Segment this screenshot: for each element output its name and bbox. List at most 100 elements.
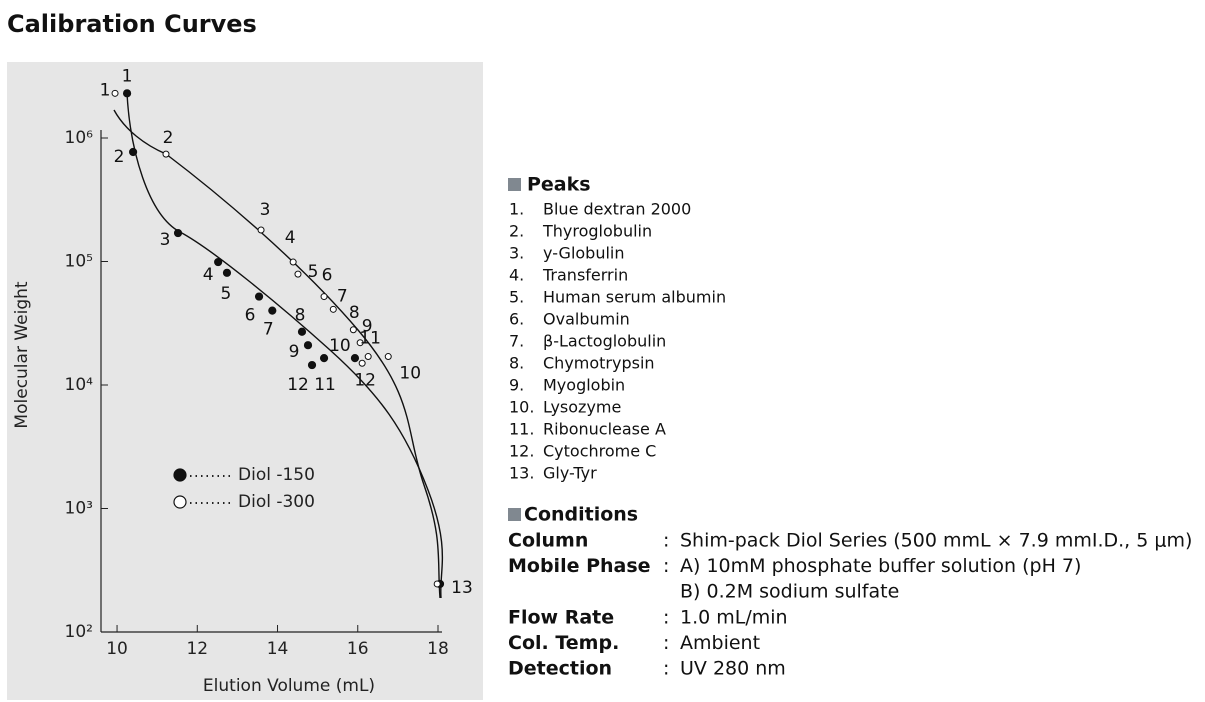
- condition-value: Shim-pack Diol Series (500 mmL × 7.9 mmI…: [680, 530, 1192, 552]
- peak-name: Blue dextran 2000: [543, 200, 691, 219]
- page-title: Calibration Curves: [7, 10, 257, 38]
- peak-name: Ovalbumin: [543, 310, 630, 329]
- point-label: 13: [451, 578, 473, 598]
- condition-separator: :: [663, 606, 669, 628]
- point-label: 10: [399, 364, 421, 384]
- x-tick-label: 14: [267, 639, 289, 659]
- peak-number: 1.: [509, 200, 524, 219]
- point-label: 9: [362, 317, 373, 337]
- condition-value: 1.0 mL/min: [680, 606, 788, 628]
- condition-label: Column: [508, 530, 588, 552]
- point-label: 6: [322, 266, 333, 286]
- point-label: 1: [122, 66, 133, 86]
- x-tick-label: 12: [186, 639, 208, 659]
- data-point: [297, 327, 307, 336]
- peak-number: 5.: [509, 288, 524, 307]
- point-label: 3: [260, 200, 271, 220]
- data-point: [294, 270, 302, 278]
- peak-name: Chymotrypsin: [543, 354, 655, 373]
- peak-name: β-Lactoglobulin: [543, 332, 666, 351]
- condition-value: A) 10mM phosphate buffer solution (pH 7): [680, 555, 1081, 577]
- point-label: 9: [289, 342, 300, 362]
- legend-marker: [173, 468, 187, 482]
- data-point: [358, 359, 366, 367]
- peak-name: Thyroglobulin: [542, 222, 652, 241]
- condition-label: Flow Rate: [508, 606, 614, 628]
- peak-name: Gly-Tyr: [543, 464, 597, 483]
- legend-marker: [173, 495, 187, 509]
- condition-label: Mobile Phase: [508, 555, 651, 577]
- data-point: [307, 360, 317, 370]
- data-point: [289, 258, 297, 266]
- point-label: 5: [221, 284, 232, 304]
- point-label: 10: [329, 336, 351, 356]
- peak-number: 3.: [509, 244, 524, 263]
- y-tick-label: 10⁵: [65, 252, 93, 272]
- point-label: 4: [285, 228, 296, 248]
- peak-number: 11.: [509, 420, 534, 439]
- data-point: [254, 292, 264, 301]
- condition-value: B) 0.2M sodium sulfate: [680, 581, 899, 603]
- y-axis-title: Molecular Weight: [12, 281, 32, 428]
- point-label: 7: [337, 286, 348, 306]
- condition-separator: :: [663, 530, 669, 552]
- point-label: 12: [287, 375, 309, 395]
- legend-label: Diol -300: [238, 492, 315, 512]
- condition-separator: :: [663, 632, 669, 654]
- peak-number: 9.: [509, 376, 524, 395]
- data-point: [173, 228, 183, 238]
- data-point: [268, 306, 277, 315]
- condition-label: Col. Temp.: [508, 632, 619, 654]
- x-axis-title: Elution Volume (mL): [203, 676, 375, 696]
- point-label: 7: [263, 320, 274, 340]
- x-tick-label: 18: [427, 639, 449, 659]
- peak-number: 6.: [509, 310, 524, 329]
- x-tick-label: 16: [347, 639, 369, 659]
- point-label: 2: [114, 147, 125, 167]
- data-point: [350, 354, 360, 363]
- data-point: [222, 268, 232, 277]
- peak-number: 12.: [509, 442, 534, 461]
- point-label: 2: [163, 128, 174, 148]
- section-icon: [508, 178, 521, 191]
- peak-name: y-Globulin: [543, 244, 625, 263]
- x-tick-label: 10: [106, 639, 128, 659]
- data-point: [384, 353, 392, 361]
- point-label: 11: [359, 329, 381, 349]
- peak-number: 10.: [509, 398, 534, 417]
- data-point: [214, 257, 223, 267]
- data-point: [122, 89, 132, 98]
- peak-name: Ribonuclease A: [543, 420, 666, 439]
- section-title: Peaks: [527, 174, 591, 196]
- peak-number: 4.: [509, 266, 524, 285]
- data-point: [257, 226, 265, 234]
- data-point: [356, 339, 364, 347]
- y-tick-label: 10⁶: [65, 128, 94, 148]
- data-point: [111, 89, 119, 97]
- point-label: 3: [160, 230, 171, 250]
- peak-number: 8.: [509, 354, 524, 373]
- data-point: [320, 293, 328, 301]
- data-point: [349, 326, 357, 334]
- y-tick-label: 10⁴: [65, 375, 94, 395]
- condition-label: Detection: [508, 658, 612, 680]
- y-tick-label: 10³: [65, 499, 93, 519]
- data-point: [329, 305, 337, 313]
- point-label: 6: [245, 306, 256, 326]
- peak-number: 2.: [509, 222, 524, 241]
- peak-name: Lysozyme: [543, 398, 621, 417]
- data-point: [303, 341, 313, 350]
- data-point: [433, 580, 441, 588]
- peak-number: 13.: [509, 464, 534, 483]
- point-label: 8: [295, 306, 306, 326]
- section-icon: [508, 508, 521, 521]
- section-title: Conditions: [524, 504, 638, 526]
- peak-name: Cytochrome C: [543, 442, 656, 461]
- condition-value: UV 280 nm: [680, 658, 786, 680]
- point-label: 12: [354, 370, 376, 390]
- condition-separator: :: [663, 658, 669, 680]
- condition-value: Ambient: [680, 632, 760, 654]
- data-point: [364, 353, 372, 361]
